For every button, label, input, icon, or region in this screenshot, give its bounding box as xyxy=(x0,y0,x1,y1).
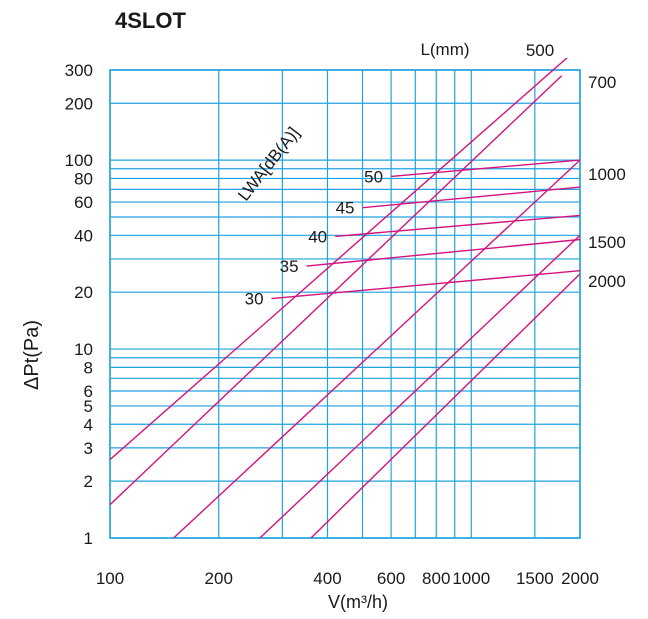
chart-title: 4SLOT xyxy=(115,8,186,33)
sound-label-40: 40 xyxy=(308,227,327,246)
y-tick-label: 2 xyxy=(84,472,93,491)
length-label-2000: 2000 xyxy=(588,272,626,291)
x-tick-label: 100 xyxy=(96,569,124,588)
y-tick-label: 8 xyxy=(84,358,93,377)
sound-line-30 xyxy=(271,270,580,300)
series-lines xyxy=(110,58,580,538)
sound-line-35 xyxy=(306,238,580,267)
y-tick-label: 300 xyxy=(65,61,93,80)
length-line-2000 xyxy=(310,273,580,538)
x-tick-label: 800 xyxy=(422,569,450,588)
x-tick-label: 200 xyxy=(205,569,233,588)
sound-line-40 xyxy=(335,214,580,238)
x-tick-label: 2000 xyxy=(561,569,599,588)
length-line-1500 xyxy=(259,234,580,538)
y-tick-label: 20 xyxy=(74,283,93,302)
y-tick-label: 3 xyxy=(84,439,93,458)
y-tick-label: 60 xyxy=(74,193,93,212)
x-tick-label: 400 xyxy=(313,569,341,588)
length-label-700: 700 xyxy=(588,73,616,92)
y-tick-label: 6 xyxy=(84,382,93,401)
y-axis-label: ΔPt(Pa) xyxy=(21,320,43,390)
y-tick-label: 200 xyxy=(65,94,93,113)
y-tick-label: 4 xyxy=(84,415,93,434)
y-tick-label: 1 xyxy=(84,529,93,548)
y-tick-label: 5 xyxy=(84,397,93,416)
sound-label-50: 50 xyxy=(364,167,383,186)
sound-label-30: 30 xyxy=(245,290,264,309)
x-tick-label: 600 xyxy=(377,569,405,588)
series-labels: 500 700 1000 1500 2000 30 35 40 45 50 xyxy=(245,41,626,309)
length-label-500: 500 xyxy=(526,41,554,60)
length-line-500 xyxy=(110,58,568,461)
x-tick-label: 1500 xyxy=(516,569,554,588)
y-tick-label: 10 xyxy=(74,340,93,359)
sound-line-45 xyxy=(362,186,580,209)
length-label-1500: 1500 xyxy=(588,233,626,252)
length-line-1000 xyxy=(173,159,580,538)
sound-level-title: LWA[dB(A)] xyxy=(234,124,303,205)
plot-frame xyxy=(109,69,581,539)
sound-label-45: 45 xyxy=(336,199,355,218)
sound-line-50 xyxy=(391,159,580,178)
y-tick-label: 80 xyxy=(74,169,93,188)
x-axis-label: V(m³/h) xyxy=(328,592,388,612)
y-tick-label: 40 xyxy=(74,226,93,245)
y-tick-label: 100 xyxy=(65,151,93,170)
sound-label-35: 35 xyxy=(280,257,299,276)
tick-labels: 100 200 400 600 800 1000 1500 20001234568102040… xyxy=(65,61,599,588)
length-legend-title: L(mm) xyxy=(420,40,469,59)
x-tick-label: 1000 xyxy=(452,569,490,588)
length-line-700 xyxy=(110,75,563,506)
grid xyxy=(109,69,581,539)
length-label-1000: 1000 xyxy=(588,165,626,184)
